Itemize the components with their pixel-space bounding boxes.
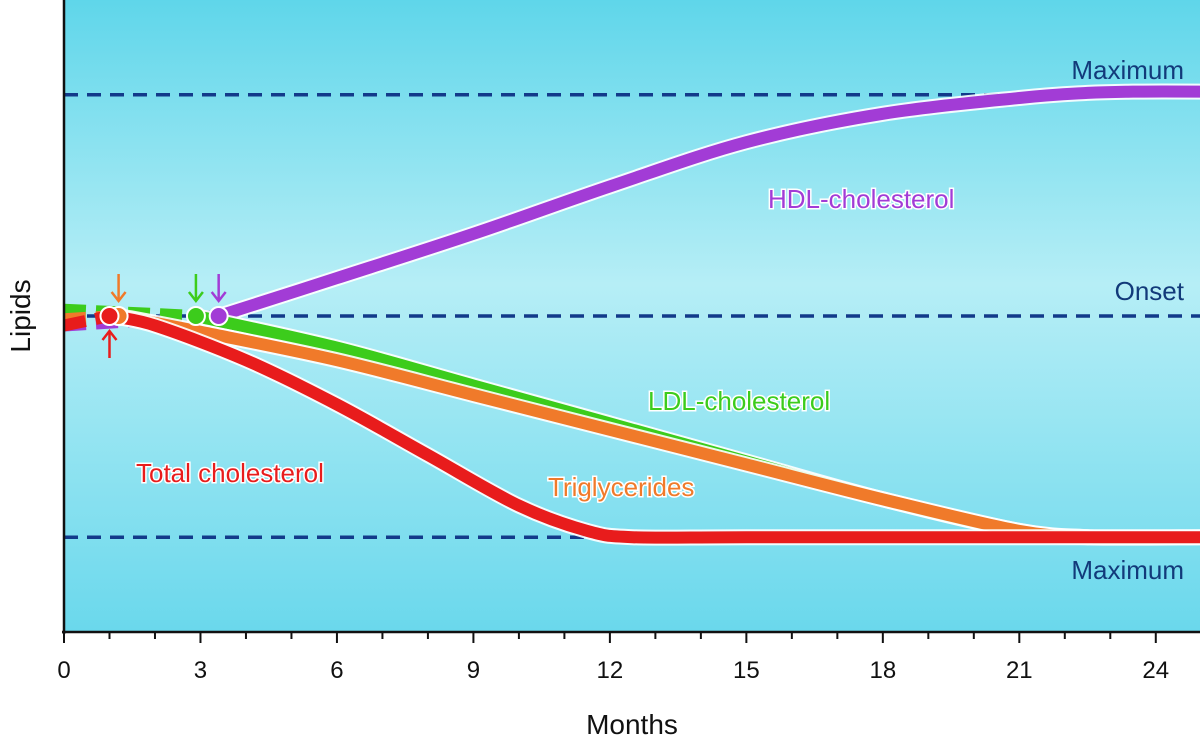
series-line-total-cholesterol — [103, 310, 1200, 544]
series-line-triglycerides — [112, 310, 1094, 544]
x-tick-label-6: 6 — [330, 657, 343, 684]
onset-arrow-triglycerides — [110, 274, 127, 304]
series-label-hdl-cholesterol: HDL-cholesterol — [768, 184, 954, 214]
onset-arrow-ldl-cholesterol — [187, 274, 204, 304]
x-tick-label-21: 21 — [1006, 657, 1033, 684]
x-tick-label-0: 0 — [57, 657, 70, 684]
series-curves — [64, 83, 1200, 546]
series-label-triglycerides: Triglycerides — [548, 472, 694, 502]
x-tick-label-3: 3 — [194, 657, 207, 684]
x-axis-ticks: 0 3 6 9 12 15 18 21 24 — [57, 632, 1169, 684]
series-label-ldl-cholesterol: LDL-cholesterol — [648, 386, 830, 416]
onset-arrow-hdl-cholesterol — [210, 274, 227, 304]
onset-dot-ldl-cholesterol — [185, 306, 206, 326]
series-line-hdl-cholesterol — [212, 85, 1200, 322]
onset-dot-total-cholesterol — [99, 306, 120, 326]
y-axis-label: Lipids — [5, 279, 36, 352]
onset-markers — [99, 274, 229, 358]
reference-label-maximum-2: Maximum — [1071, 555, 1184, 585]
reference-label-maximum-0: Maximum — [1071, 55, 1184, 85]
series-label-total-cholesterol: Total cholesterol — [136, 458, 324, 488]
x-tick-label-18: 18 — [869, 657, 896, 684]
x-tick-label-9: 9 — [467, 657, 480, 684]
x-tick-label-24: 24 — [1142, 657, 1169, 684]
series-labels: HDL-cholesterol LDL-cholesterol Triglyceri… — [135, 183, 956, 504]
onset-arrow-total-cholesterol — [101, 328, 118, 358]
x-tick-label-15: 15 — [733, 657, 760, 684]
x-tick-label-12: 12 — [597, 657, 624, 684]
reference-line-labels: Maximum Onset Maximum — [1071, 55, 1184, 585]
onset-dot-hdl-cholesterol — [208, 306, 229, 326]
x-axis-label: Months — [586, 709, 678, 740]
reference-label-onset-1: Onset — [1115, 276, 1185, 306]
